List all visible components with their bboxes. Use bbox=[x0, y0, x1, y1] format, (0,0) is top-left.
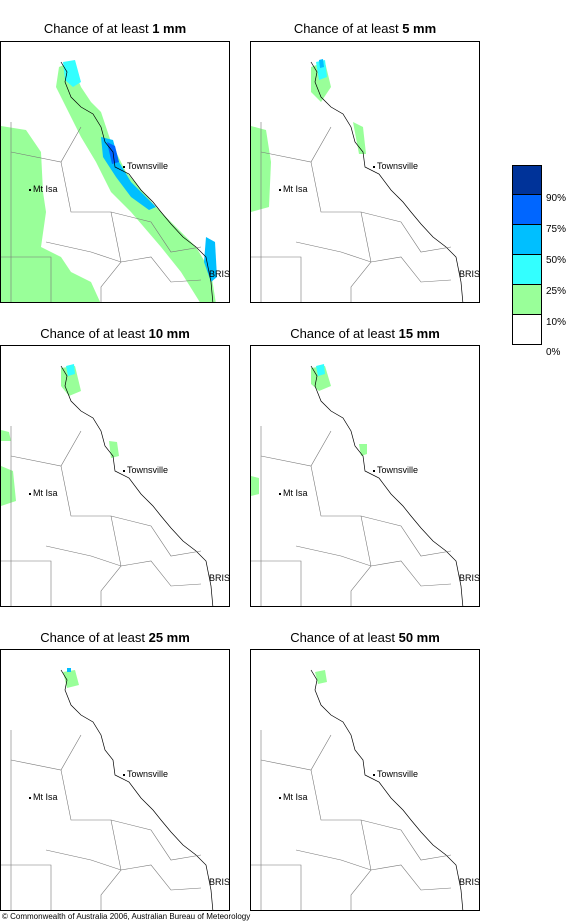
legend-label-50: 50% bbox=[546, 255, 567, 266]
qld-map-svg bbox=[251, 669, 464, 910]
label-townsville: Townsville bbox=[123, 465, 168, 475]
qld-map-svg bbox=[1, 668, 214, 910]
legend-swatch-75 bbox=[512, 195, 542, 225]
title-prefix: Chance of at least bbox=[293, 21, 403, 36]
label-mt-isa: Mt Isa bbox=[29, 792, 58, 802]
label-bris: BRIS bbox=[459, 573, 480, 583]
map-50mm: Townsville Mt Isa BRIS bbox=[250, 649, 480, 911]
label-mt-isa: Mt Isa bbox=[279, 184, 308, 194]
label-townsville: Townsville bbox=[373, 465, 418, 475]
title-amount: 15 mm bbox=[398, 326, 440, 341]
shade-25pct-cape bbox=[66, 364, 75, 376]
panel-title-15mm: Chance of at least 15 mm bbox=[250, 326, 480, 341]
legend-label-0: 0% bbox=[546, 347, 561, 358]
qld-map-svg bbox=[1, 60, 217, 302]
shade-10pct-west bbox=[1, 430, 11, 441]
label-bris: BRIS bbox=[209, 877, 230, 887]
map-5mm: Townsville Mt Isa BRIS bbox=[250, 41, 480, 303]
map-10mm: Townsville Mt Isa BRIS bbox=[0, 345, 230, 607]
panel-title-50mm: Chance of at least 50 mm bbox=[250, 630, 480, 645]
title-prefix: Chance of at least bbox=[290, 630, 399, 645]
legend-label-75: 75% bbox=[546, 224, 567, 235]
shade-10pct-west2 bbox=[1, 466, 16, 506]
shade-10pct-coast bbox=[109, 441, 119, 458]
map-1mm: Townsville Mt Isa BRIS bbox=[0, 41, 230, 303]
legend-label-10: 10% bbox=[546, 317, 567, 328]
qld-map-svg bbox=[251, 364, 464, 606]
legend-swatch-0 bbox=[512, 315, 542, 345]
panel-title-10mm: Chance of at least 10 mm bbox=[0, 326, 230, 341]
title-prefix: Chance of at least bbox=[40, 630, 149, 645]
label-townsville: Townsville bbox=[373, 161, 418, 171]
shade-50pct-cape bbox=[319, 59, 324, 68]
title-amount: 50 mm bbox=[398, 630, 440, 645]
shade-25pct-cape bbox=[316, 364, 325, 376]
panel-title-5mm: Chance of at least 5 mm bbox=[250, 21, 480, 36]
panel-title-25mm: Chance of at least 25 mm bbox=[0, 630, 230, 645]
shade-10pct-cape bbox=[315, 670, 327, 684]
label-townsville: Townsville bbox=[373, 769, 418, 779]
map-25mm: Townsville Mt Isa BRIS bbox=[0, 649, 230, 911]
shade-10pct-west bbox=[251, 476, 259, 496]
probability-legend bbox=[512, 165, 542, 345]
label-townsville: Townsville bbox=[123, 769, 168, 779]
copyright-footer: © Commonwealth of Australia 2006, Austra… bbox=[2, 912, 251, 921]
label-mt-isa: Mt Isa bbox=[29, 184, 58, 194]
legend-swatch-25 bbox=[512, 255, 542, 285]
legend-label-90: 90% bbox=[546, 193, 567, 204]
shade-10pct-cape bbox=[63, 670, 79, 688]
label-bris: BRIS bbox=[459, 269, 480, 279]
title-prefix: Chance of at least bbox=[290, 326, 399, 341]
shade-10pct-cape bbox=[311, 366, 331, 391]
legend-swatch-90 bbox=[512, 165, 542, 195]
label-bris: BRIS bbox=[209, 269, 230, 279]
label-townsville: Townsville bbox=[123, 161, 168, 171]
title-amount: 1 mm bbox=[152, 21, 187, 36]
shade-25pct-cape bbox=[316, 60, 327, 80]
legend-swatch-50 bbox=[512, 225, 542, 255]
shade-25pct-coast bbox=[63, 60, 81, 87]
title-amount: 5 mm bbox=[402, 21, 437, 36]
shade-50pct-cape bbox=[67, 668, 71, 672]
label-bris: BRIS bbox=[209, 573, 230, 583]
panel-title-1mm: Chance of at least 1 mm bbox=[0, 21, 230, 36]
shade-10pct-west bbox=[1, 126, 101, 302]
shade-10pct-coast2 bbox=[353, 122, 366, 154]
title-amount: 25 mm bbox=[148, 630, 190, 645]
label-bris: BRIS bbox=[459, 877, 480, 887]
qld-map-svg bbox=[1, 364, 214, 606]
title-prefix: Chance of at least bbox=[43, 21, 153, 36]
title-amount: 10 mm bbox=[148, 326, 190, 341]
legend-label-25: 25% bbox=[546, 286, 567, 297]
shade-50pct-south bbox=[204, 237, 217, 282]
qld-map-svg bbox=[251, 59, 464, 302]
label-mt-isa: Mt Isa bbox=[29, 488, 58, 498]
shade-10pct-coast bbox=[359, 444, 367, 456]
title-prefix: Chance of at least bbox=[40, 326, 149, 341]
legend-swatch-10 bbox=[512, 285, 542, 315]
label-mt-isa: Mt Isa bbox=[279, 792, 308, 802]
shade-10pct-coast bbox=[56, 62, 216, 302]
map-15mm: Townsville Mt Isa BRIS bbox=[250, 345, 480, 607]
label-mt-isa: Mt Isa bbox=[279, 488, 308, 498]
